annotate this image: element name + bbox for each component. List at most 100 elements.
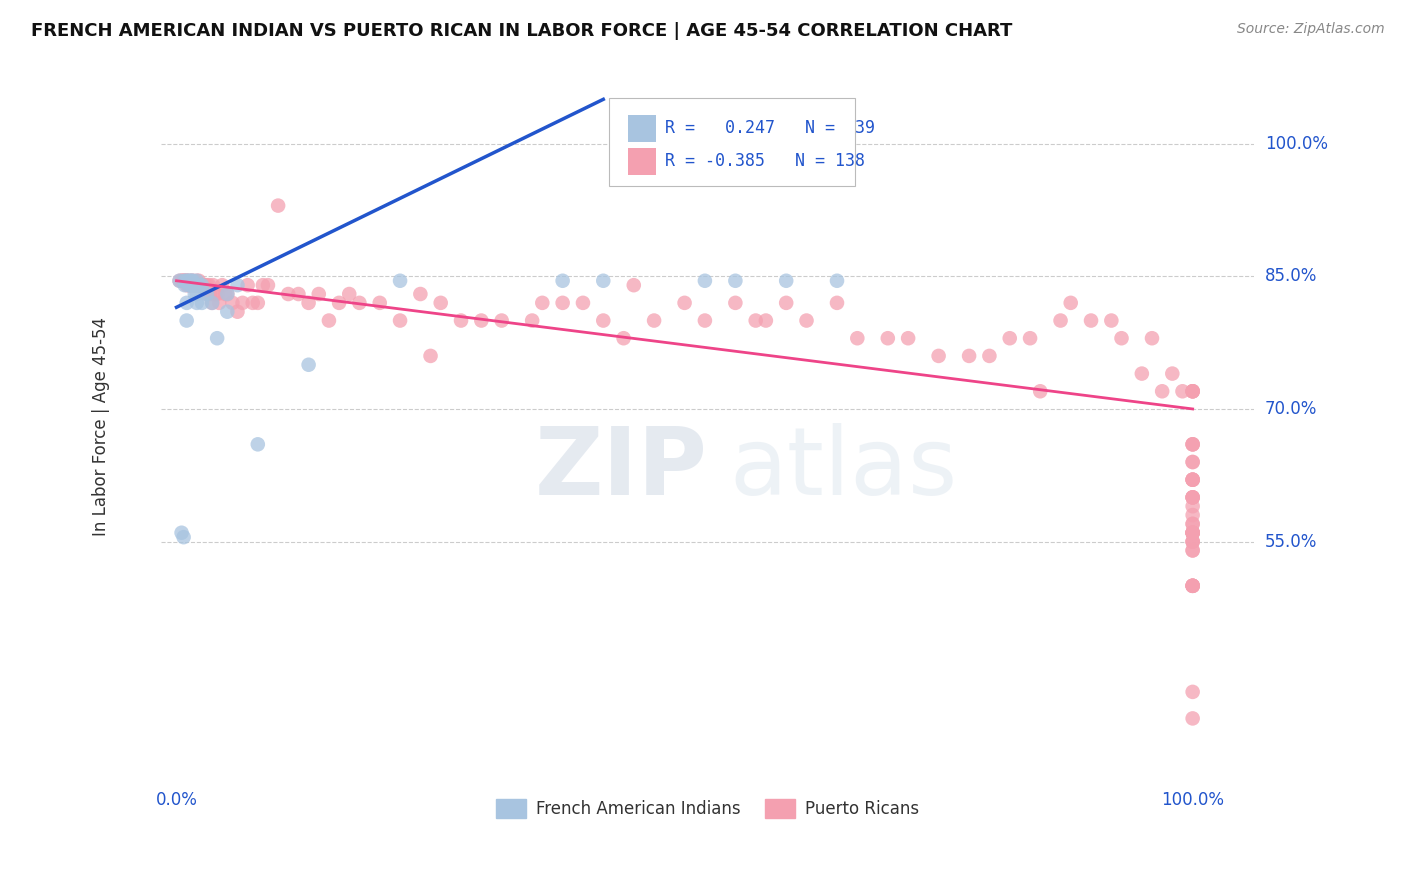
Point xyxy=(724,274,747,288)
Point xyxy=(176,278,198,293)
Point xyxy=(1181,437,1204,451)
Point xyxy=(184,278,207,293)
Point xyxy=(1181,579,1204,593)
Point xyxy=(1181,437,1204,451)
Point xyxy=(531,296,554,310)
Point xyxy=(205,287,228,301)
Point xyxy=(592,313,614,327)
Point xyxy=(1181,579,1204,593)
FancyBboxPatch shape xyxy=(609,98,855,186)
Point xyxy=(201,296,224,310)
Point xyxy=(1111,331,1133,345)
Point xyxy=(180,278,202,293)
Point xyxy=(246,296,269,310)
Point xyxy=(180,274,202,288)
Legend: French American Indians, Puerto Ricans: French American Indians, Puerto Ricans xyxy=(489,792,927,825)
Point xyxy=(194,278,217,293)
Point xyxy=(613,331,636,345)
Point xyxy=(176,274,198,288)
Point xyxy=(1161,367,1184,381)
Point xyxy=(184,287,207,301)
Point xyxy=(186,278,208,293)
Point xyxy=(173,530,195,544)
Point xyxy=(169,274,191,288)
Text: ZIP: ZIP xyxy=(534,423,707,515)
Point xyxy=(176,296,198,310)
Point xyxy=(205,331,228,345)
Point xyxy=(450,313,472,327)
Point xyxy=(204,287,226,301)
Point xyxy=(775,274,797,288)
Point xyxy=(1181,491,1204,505)
Point xyxy=(252,278,274,293)
Point xyxy=(297,358,319,372)
Point xyxy=(170,525,193,540)
Point xyxy=(201,296,224,310)
Point xyxy=(491,313,513,327)
Point xyxy=(957,349,980,363)
Point xyxy=(1181,516,1204,531)
Point xyxy=(1181,455,1204,469)
Point xyxy=(1181,384,1204,399)
Point xyxy=(195,287,218,301)
Text: In Labor Force | Age 45-54: In Labor Force | Age 45-54 xyxy=(93,318,110,536)
Point xyxy=(221,296,243,310)
Point xyxy=(419,349,441,363)
Point xyxy=(176,313,198,327)
Point xyxy=(1181,543,1204,558)
Point xyxy=(180,274,202,288)
Point xyxy=(184,278,207,293)
Point xyxy=(693,313,716,327)
Point xyxy=(623,278,645,293)
Point xyxy=(277,287,299,301)
Point xyxy=(1029,384,1052,399)
Point xyxy=(186,278,208,293)
Point xyxy=(337,287,360,301)
Point xyxy=(1181,384,1204,399)
Point xyxy=(181,274,204,288)
Point xyxy=(217,287,239,301)
Point xyxy=(193,278,215,293)
Point xyxy=(389,274,412,288)
Point xyxy=(318,313,340,327)
Point xyxy=(1181,543,1204,558)
Point xyxy=(1181,534,1204,549)
Point xyxy=(191,280,214,294)
Point xyxy=(1181,525,1204,540)
Point xyxy=(1181,525,1204,540)
Text: R =   0.247   N =  39: R = 0.247 N = 39 xyxy=(665,120,875,137)
Point xyxy=(226,278,249,293)
Point xyxy=(429,296,451,310)
Point xyxy=(173,274,195,288)
Point xyxy=(187,278,209,293)
Point xyxy=(724,296,747,310)
Point xyxy=(643,313,665,327)
Point xyxy=(572,296,595,310)
Point xyxy=(409,287,432,301)
Text: atlas: atlas xyxy=(730,423,957,515)
Point xyxy=(257,278,280,293)
Point xyxy=(846,331,869,345)
Point xyxy=(520,313,543,327)
Point xyxy=(979,349,1001,363)
Point xyxy=(1171,384,1194,399)
FancyBboxPatch shape xyxy=(627,148,657,175)
Point xyxy=(184,278,207,293)
Point xyxy=(693,274,716,288)
Point xyxy=(551,274,574,288)
FancyBboxPatch shape xyxy=(627,115,657,142)
Point xyxy=(928,349,950,363)
Point xyxy=(214,287,236,301)
Point xyxy=(1181,579,1204,593)
Point xyxy=(187,278,209,293)
Point xyxy=(1181,685,1204,699)
Point xyxy=(191,278,214,293)
Text: 70.0%: 70.0% xyxy=(1265,400,1317,418)
Point xyxy=(202,278,225,293)
Point xyxy=(368,296,391,310)
Point xyxy=(177,278,200,293)
Point xyxy=(1019,331,1042,345)
Point xyxy=(1181,579,1204,593)
Point xyxy=(208,296,231,310)
Point xyxy=(187,274,209,288)
